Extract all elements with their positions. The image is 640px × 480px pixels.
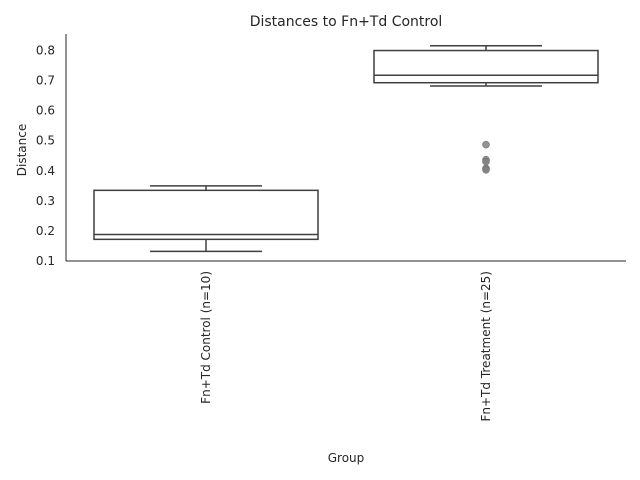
outlier-point	[482, 140, 490, 149]
y-tick-label: 0.6	[36, 104, 55, 118]
x-axis-label: Group	[328, 451, 365, 465]
y-tick-label: 0.1	[36, 254, 55, 268]
box-group	[93, 185, 319, 253]
chart-title: Distances to Fn+Td Control	[250, 14, 443, 30]
x-tick-label: Fn+Td Control (n=10)	[199, 271, 213, 404]
y-tick-label: 0.4	[36, 164, 55, 178]
plot-area: 0.1 0.2 0.3 0.4 0.5 0.6 0.7 0.8 Fn+Td Control (…	[36, 34, 626, 422]
y-tick-label: 0.3	[36, 194, 55, 208]
box-iqr	[93, 189, 319, 241]
outlier-point	[482, 158, 490, 166]
y-tick-label: 0.5	[36, 134, 55, 148]
box-group	[373, 44, 599, 174]
y-tick-label: 0.2	[36, 224, 55, 238]
y-axis-label: Distance	[15, 124, 29, 176]
y-tick-label: 0.7	[36, 74, 55, 88]
y-tick-label: 0.8	[36, 44, 55, 58]
outlier-point	[482, 166, 490, 174]
x-tick-label: Fn+Td Treatment (n=25)	[479, 271, 493, 422]
box-iqr	[373, 49, 599, 84]
